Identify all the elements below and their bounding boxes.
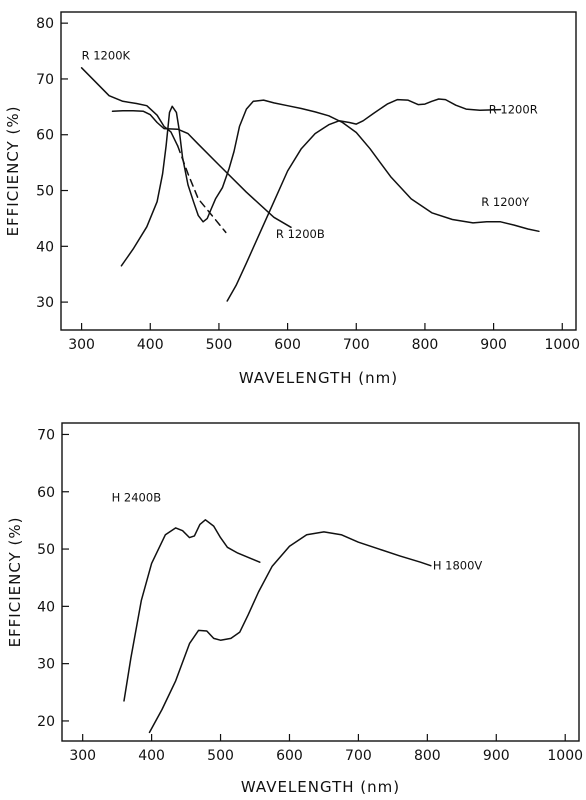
series-label: R 1200R [489, 103, 538, 117]
series-line-r1200r-5 [226, 98, 502, 302]
y-axis-title: EFFICIENCY (%) [6, 517, 24, 648]
x-tick-label: 900 [483, 748, 510, 764]
x-tick-label: 700 [345, 748, 372, 764]
y-tick-label: 30 [36, 295, 54, 311]
y-tick-label: 50 [37, 542, 55, 558]
y-tick-label: 60 [37, 485, 55, 501]
series-label: R 1200K [82, 48, 131, 62]
top-efficiency-chart: 300 400 500 600 700 800 900 1000 30 40 50 60 70 80 WAV… [4, 11, 580, 387]
y-tick-label: 60 [36, 128, 54, 144]
x-tick-label: 500 [207, 748, 234, 764]
y-tick-label: 30 [37, 657, 55, 673]
x-tick-label: 700 [343, 337, 370, 353]
series-line-r1200b-2 [111, 109, 292, 229]
series-label: R 1200B [276, 227, 325, 241]
y-tick-label: 70 [37, 427, 55, 443]
series-label: H 1800V [433, 559, 483, 573]
series-label: R 1200Y [481, 195, 530, 209]
y-tick-label: 40 [37, 599, 55, 615]
bottom-efficiency-chart: 300 400 500 600 700 800 900 1000 20 30 40 50 60 70 WAV… [6, 422, 583, 796]
x-tick-label: 1000 [544, 337, 580, 353]
x-tick-label: 800 [412, 337, 439, 353]
series-line-continuation-1 [176, 145, 227, 234]
y-axis-title: EFFICIENCY (%) [4, 106, 22, 237]
x-axis-title: WAVELENGTH (nm) [239, 369, 398, 387]
x-axis-title: WAVELENGTH (nm) [241, 778, 400, 796]
series-label: H 2400B [112, 490, 162, 504]
x-tick-label: 400 [137, 337, 164, 353]
series-line-r1200k-0 [80, 67, 179, 147]
x-tick-label: 300 [69, 748, 96, 764]
x-tick-label: 300 [68, 337, 95, 353]
y-tick-label: 70 [36, 72, 54, 88]
y-tick-label: 20 [37, 714, 55, 730]
x-tick-label: 600 [274, 337, 301, 353]
series-line-continuation-3 [120, 99, 540, 267]
series-line-h2400b-0 [123, 519, 261, 702]
series-line-h1800v-1 [148, 531, 432, 734]
x-tick-label: 600 [276, 748, 303, 764]
plot-frame [61, 422, 580, 742]
y-tick-label: 80 [36, 16, 54, 32]
y-tick-label: 40 [36, 239, 54, 255]
x-tick-label: 900 [480, 337, 507, 353]
x-tick-label: 400 [138, 748, 165, 764]
y-tick-label: 50 [36, 184, 54, 200]
x-tick-label: 1000 [547, 748, 583, 764]
plot-frame [60, 11, 577, 331]
x-tick-label: 800 [414, 748, 441, 764]
x-tick-label: 500 [206, 337, 233, 353]
